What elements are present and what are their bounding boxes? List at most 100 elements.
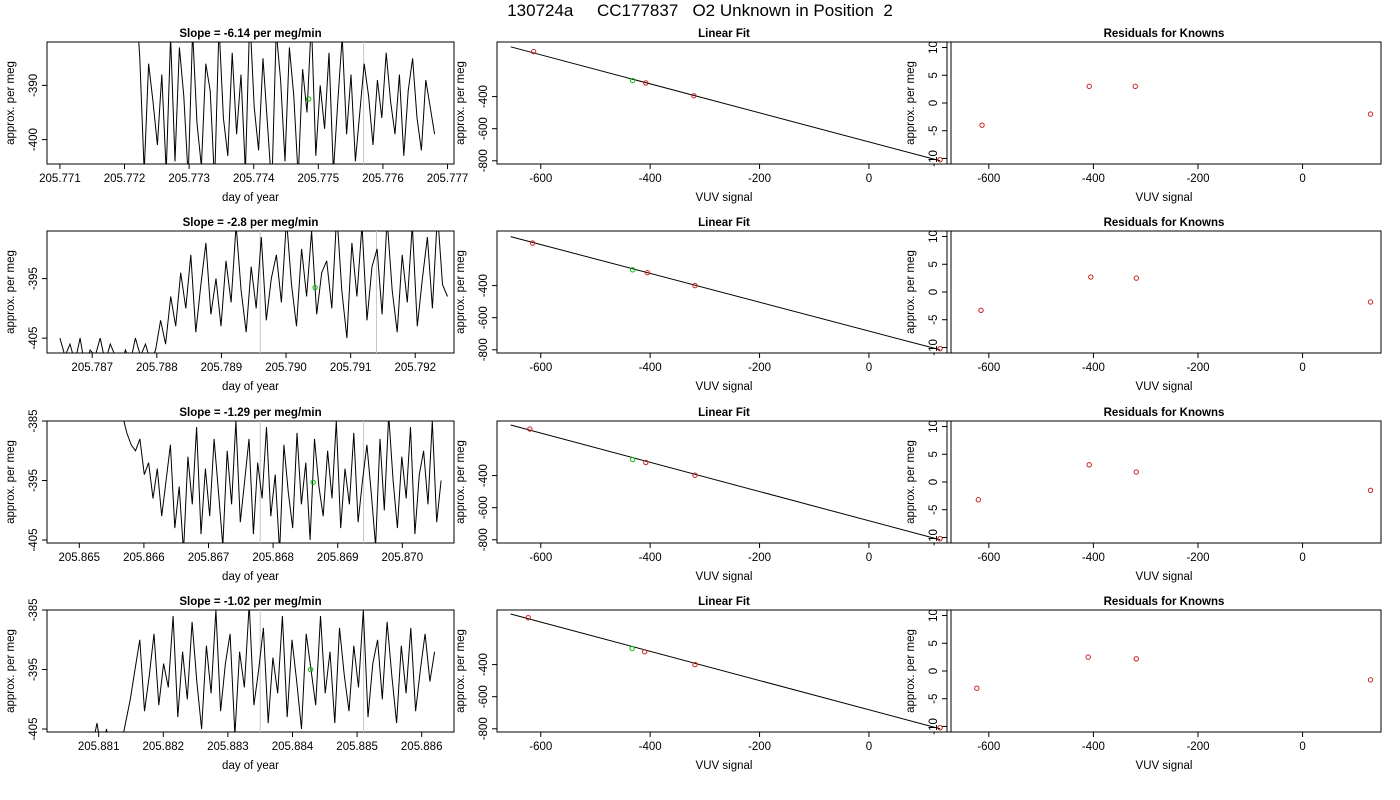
- y-tick-label: -800: [478, 338, 490, 361]
- plot-frame: [946, 609, 1382, 733]
- plot-frame: [496, 609, 952, 733]
- x-tick-label: -600: [529, 552, 552, 564]
- y-axis-label: approx. per meg: [905, 61, 917, 145]
- x-tick-label: 205.777: [427, 173, 469, 185]
- plot-area: Slope = -6.14 per meg/min 205.771 205.772 2…: [5, 28, 469, 204]
- y-tick-label: 10: [928, 41, 940, 54]
- y-axis-label: approx. per meg: [905, 629, 917, 713]
- data-layer: [974, 654, 1374, 691]
- known-point: [937, 345, 943, 352]
- known-point: [1133, 469, 1139, 475]
- x-tick-label: -200: [1186, 741, 1209, 753]
- x-tick-label: -200: [748, 362, 771, 374]
- x-tick-label: 205.885: [336, 741, 378, 753]
- y-tick-label: -800: [478, 149, 490, 172]
- data-layer: [979, 83, 1374, 128]
- x-tick-label: -600: [977, 173, 1000, 185]
- panel-title: Linear Fit: [698, 407, 750, 419]
- x-axis-label: VUV signal: [696, 192, 753, 204]
- panel-0-0: Slope = -6.14 per meg/min 205.771 205.772 2…: [5, 28, 468, 204]
- unknown-point: [312, 284, 318, 291]
- plot-area: Slope = -1.29 per meg/min 205.865 205.866 2…: [5, 407, 455, 583]
- y-tick-label: -400: [28, 128, 40, 151]
- plot-area: Slope = -2.8 per meg/min 205.787 205.788 20…: [5, 217, 455, 393]
- unknown-point: [307, 666, 314, 673]
- fit-line: [510, 46, 941, 162]
- plot-frame: [946, 420, 1382, 544]
- y-tick-label: -395: [28, 267, 40, 290]
- known-point: [691, 93, 697, 99]
- plot-frame: [496, 41, 952, 165]
- x-tick-label: -400: [639, 552, 662, 564]
- data-layer: [510, 46, 943, 163]
- known-point: [644, 270, 651, 276]
- x-tick-label: -200: [748, 741, 771, 753]
- y-tick-label: -10: [928, 718, 940, 735]
- x-tick-label: -600: [529, 173, 552, 185]
- x-tick-label: 205.867: [188, 552, 230, 564]
- y-axis-label: approx. per meg: [5, 440, 17, 524]
- panel-title: Linear Fit: [698, 596, 750, 608]
- y-tick-label: -5: [928, 315, 940, 325]
- y-axis-label: approx. per meg: [905, 250, 917, 334]
- panel-title: Slope = -6.14 per meg/min: [179, 28, 321, 40]
- data-layer: [59, 231, 448, 353]
- x-tick-label: 205.866: [123, 552, 165, 564]
- y-tick-label: -600: [478, 496, 490, 519]
- known-point: [530, 48, 537, 55]
- x-tick-label: 205.773: [168, 173, 210, 185]
- known-point: [1132, 83, 1138, 90]
- x-tick-label: 205.788: [136, 362, 178, 374]
- known-point: [525, 615, 531, 621]
- y-tick-label: -400: [478, 85, 490, 108]
- x-tick-label: -600: [977, 741, 1000, 753]
- known-point: [1133, 656, 1139, 662]
- x-tick-label: -200: [1186, 362, 1209, 374]
- known-point: [692, 472, 698, 478]
- known-point: [1367, 299, 1374, 305]
- panel-title: Residuals for Knowns: [1104, 217, 1225, 229]
- y-tick-label: -800: [478, 528, 490, 551]
- x-tick-label: -400: [639, 173, 662, 185]
- x-axis-label: day of year: [222, 381, 279, 393]
- y-tick-label: -395: [28, 658, 40, 681]
- known-point: [1367, 487, 1374, 494]
- x-axis-label: VUV signal: [696, 760, 753, 772]
- data-layer: [978, 274, 1374, 314]
- x-tick-label: 205.772: [104, 173, 146, 185]
- data-layer: [510, 236, 943, 352]
- plot-area: Linear Fit -600 -400 -200 0 -400 -600 -800 VUV s…: [455, 407, 952, 583]
- fit-line: [510, 613, 941, 730]
- y-tick-label: -400: [478, 464, 490, 487]
- unknown-point: [629, 645, 635, 652]
- plot-area: Residuals for Knowns -600 -400 -200 0 10 5 0 -5 -…: [905, 596, 1382, 772]
- y-tick-label: 5: [928, 72, 940, 78]
- y-tick-label: -600: [478, 117, 490, 140]
- y-tick-label: 0: [928, 479, 940, 485]
- x-tick-label: 205.787: [71, 362, 113, 374]
- x-tick-label: 0: [1299, 552, 1305, 564]
- y-axis-label: approx. per meg: [5, 629, 17, 713]
- x-tick-label: 205.882: [142, 741, 184, 753]
- x-axis-label: day of year: [222, 192, 279, 204]
- x-tick-label: 205.886: [401, 741, 443, 753]
- y-axis-label: approx. per meg: [455, 440, 467, 524]
- x-tick-label: -600: [529, 741, 552, 753]
- x-tick-label: 205.883: [207, 741, 249, 753]
- plot-frame: [496, 230, 952, 354]
- known-point: [1367, 111, 1374, 117]
- x-tick-label: 205.775: [298, 173, 340, 185]
- x-tick-label: -200: [748, 552, 771, 564]
- y-tick-label: -10: [928, 529, 940, 546]
- fit-line: [510, 424, 941, 541]
- plot-frame: [946, 230, 1382, 354]
- data-layer: [94, 610, 436, 732]
- panel-1-0: Slope = -2.8 per meg/min 205.787 205.788 20…: [5, 217, 455, 393]
- data-layer: [510, 613, 943, 731]
- x-tick-label: 205.771: [39, 173, 81, 185]
- plot-area: Slope = -1.02 per meg/min 205.881 205.882 2…: [5, 596, 455, 772]
- y-tick-label: 0: [928, 100, 940, 106]
- panel-title: Residuals for Knowns: [1104, 407, 1225, 419]
- x-tick-label: -200: [748, 173, 771, 185]
